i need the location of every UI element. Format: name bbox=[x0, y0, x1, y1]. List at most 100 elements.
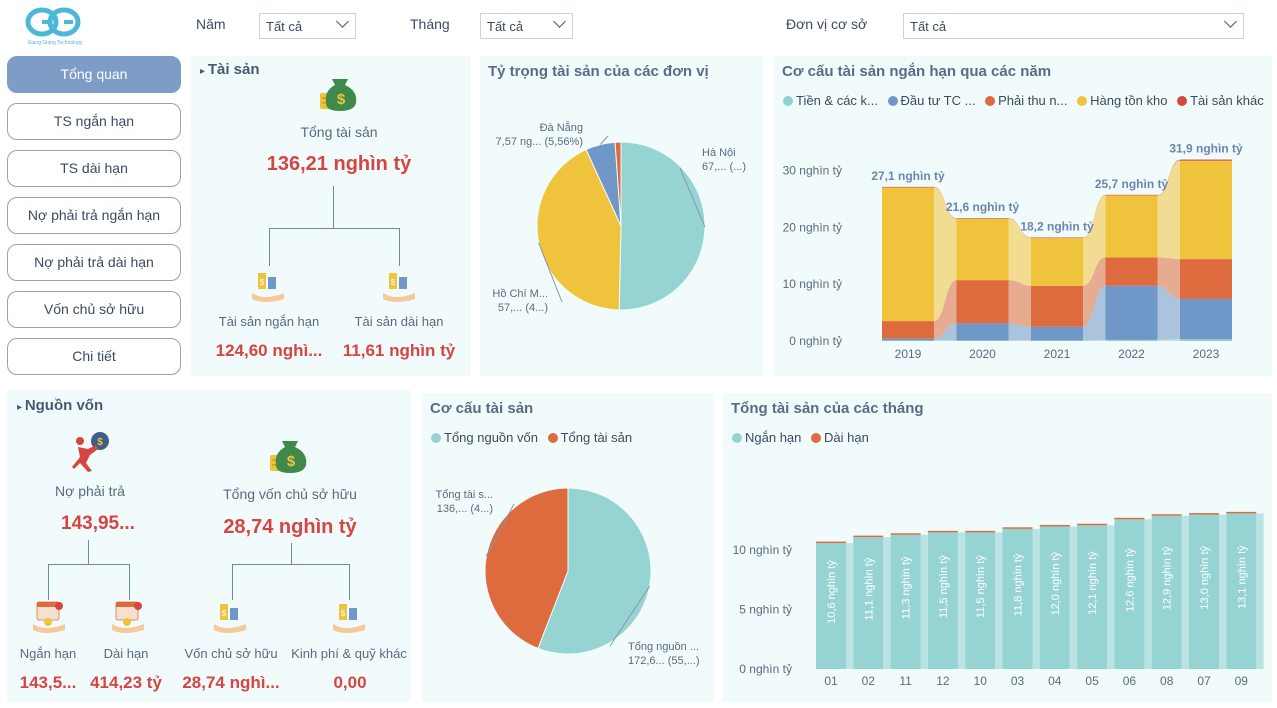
stacked-bar-segment bbox=[1180, 339, 1232, 341]
bar-value-label: 10,6 nghìn tỷ bbox=[826, 560, 838, 624]
chevron-down-icon bbox=[1224, 15, 1237, 28]
stacked-bar-segment bbox=[1105, 285, 1158, 340]
stacked-bar-segment bbox=[956, 280, 1009, 324]
bar-short-term bbox=[1114, 519, 1145, 669]
tree-line bbox=[232, 564, 350, 565]
logo-brand: Giang Giang Technology bbox=[27, 40, 83, 46]
bar-gap-fill bbox=[1256, 513, 1264, 669]
legend-dot bbox=[431, 433, 441, 443]
nav-short-term-debt[interactable]: Nợ phải trả ngắn hạn bbox=[7, 197, 181, 234]
year-filter-label: Năm bbox=[196, 16, 226, 32]
tree-line bbox=[349, 564, 350, 600]
debt-icon: $ bbox=[70, 431, 110, 478]
svg-text:$: $ bbox=[391, 278, 396, 287]
unit-select-value: Tất cả bbox=[910, 19, 947, 34]
ribbon bbox=[1008, 340, 1031, 341]
stacked-bar-segment bbox=[1180, 159, 1232, 161]
stacked-bar-segment bbox=[1105, 194, 1158, 196]
funds-label: Kinh phí & quỹ khác bbox=[291, 646, 407, 661]
funds-value: 0,00 bbox=[333, 673, 367, 692]
equity-value: 28,74 nghìn tỷ bbox=[223, 516, 357, 538]
owner-equity-label: Vốn chủ sở hữu bbox=[184, 646, 278, 661]
legend-dot bbox=[732, 433, 742, 443]
legend-item: Đầu tư TC ... bbox=[887, 93, 975, 108]
asset-structure-pie-chart: Tổng nguồn ... 172,6... (55,...) Tổng tài … bbox=[436, 487, 700, 667]
bar-gap-fill bbox=[883, 537, 891, 669]
legend-dot bbox=[1177, 96, 1188, 106]
nav-equity[interactable]: Vốn chủ sở hữu bbox=[7, 291, 181, 328]
ribbon bbox=[1083, 257, 1106, 327]
bar-value-label: 11,8 nghìn tỷ bbox=[1013, 553, 1025, 616]
total-label: 27,1 nghìn tỷ bbox=[871, 169, 945, 183]
x-tick-label: 2022 bbox=[1118, 347, 1145, 361]
short-term-structure-title: Cơ cấu tài sản ngắn hạn qua các năm bbox=[782, 63, 1052, 80]
y-tick-label: 5 nghìn tỷ bbox=[739, 603, 792, 617]
ribbon bbox=[1157, 285, 1180, 340]
ribbon bbox=[1083, 285, 1106, 341]
stacked-bar-segment bbox=[956, 218, 1009, 281]
bar-value-label: 11,1 nghìn tỷ bbox=[863, 557, 875, 620]
monthly-assets-title: Tổng tài sản của các tháng bbox=[731, 400, 924, 417]
x-tick-label: 01 bbox=[824, 674, 838, 688]
legend-item: Ngắn hạn bbox=[732, 430, 801, 445]
short-term-stacked-chart: 0 nghìn tỷ 10 nghìn tỷ 20 nghìn tỷ 30 nghìn… bbox=[783, 142, 1243, 361]
svg-text:$: $ bbox=[222, 609, 227, 618]
ribbon bbox=[1008, 280, 1031, 327]
stacked-bar-segment bbox=[1105, 195, 1158, 258]
sources-title: ▸ Nguồn vốn bbox=[17, 397, 104, 414]
year-select[interactable]: Tất cả bbox=[259, 13, 356, 39]
pie-leader-line bbox=[679, 167, 706, 228]
unit-filter-label: Đơn vị cơ sở bbox=[786, 16, 868, 32]
nav-long-term-assets[interactable]: TS dài hạn bbox=[7, 150, 181, 187]
asset-structure-legend: Tổng nguồn vốn Tổng tài sản bbox=[431, 430, 638, 445]
pie-label: Hà Nội bbox=[702, 147, 736, 159]
legend-item: Tổng tài sản bbox=[547, 430, 632, 445]
long-assets-icon: $ bbox=[381, 267, 417, 308]
pie-leader-line bbox=[599, 135, 609, 145]
nav-overview[interactable]: Tổng quan bbox=[7, 56, 181, 93]
bar-short-term bbox=[853, 537, 884, 669]
debt-value: 143,95... bbox=[61, 513, 135, 534]
bar-short-term bbox=[890, 534, 921, 669]
tree-line bbox=[129, 564, 130, 600]
bar-short-term bbox=[1151, 515, 1182, 669]
svg-text:$: $ bbox=[260, 278, 265, 287]
owner-equity-value: 28,74 nghì... bbox=[182, 673, 280, 692]
y-tick-label: 30 nghìn tỷ bbox=[783, 163, 842, 177]
pie-leader-line bbox=[485, 503, 515, 556]
legend-dot bbox=[985, 96, 996, 106]
y-tick-label: 0 nghìn tỷ bbox=[739, 662, 792, 676]
asset-structure-title: Cơ cấu tài sản bbox=[430, 400, 534, 417]
ribbon bbox=[1008, 218, 1031, 239]
legend-item: Phải thu n... bbox=[985, 93, 1067, 108]
logo-icon bbox=[25, 7, 81, 37]
x-tick-label: 09 bbox=[1235, 674, 1249, 688]
legend-dot bbox=[1077, 96, 1088, 106]
month-select-value: Tất cả bbox=[487, 19, 524, 34]
money-bag-icon: $ bbox=[318, 71, 360, 118]
unit-share-title: Tỷ trọng tài sản của các đơn vị bbox=[488, 63, 709, 80]
bar-long-term bbox=[1151, 514, 1182, 516]
month-select[interactable]: Tất cả bbox=[480, 13, 573, 39]
nav-short-term-assets[interactable]: TS ngắn hạn bbox=[7, 103, 181, 140]
svg-text:$: $ bbox=[287, 453, 296, 470]
bar-short-term bbox=[1226, 513, 1257, 669]
debt-short-value: 143,5... bbox=[19, 673, 77, 692]
unit-select[interactable]: Tất cả bbox=[903, 13, 1244, 39]
ribbon bbox=[1157, 257, 1180, 299]
nav-detail[interactable]: Chi tiết bbox=[7, 338, 181, 375]
legend-item: Tiền & các k... bbox=[783, 93, 878, 108]
bar-long-term bbox=[1077, 523, 1108, 526]
stacked-bar-segment bbox=[1180, 160, 1232, 260]
bar-long-term bbox=[890, 533, 921, 535]
ribbon bbox=[1083, 194, 1106, 239]
ribbon bbox=[934, 187, 957, 322]
monthly-legend: Ngắn hạn Dài hạn bbox=[732, 430, 875, 445]
tree-line bbox=[232, 564, 233, 600]
pie-sublabel: 67,... (...) bbox=[702, 161, 746, 173]
svg-text:$: $ bbox=[337, 91, 346, 108]
x-tick-label: 08 bbox=[1160, 674, 1174, 688]
stacked-bar-segment bbox=[882, 338, 934, 341]
tree-line bbox=[48, 564, 49, 600]
nav-long-term-debt[interactable]: Nợ phải trả dài hạn bbox=[7, 244, 181, 281]
